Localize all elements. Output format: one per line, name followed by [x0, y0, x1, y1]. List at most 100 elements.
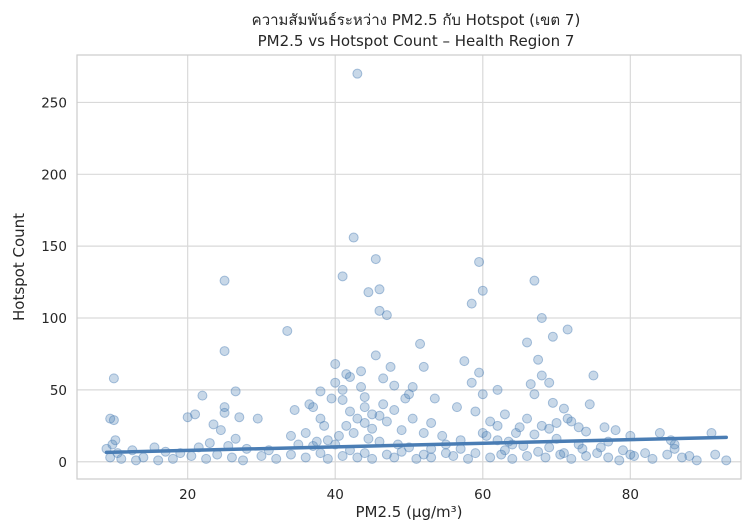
data-point [363, 287, 374, 298]
data-point [577, 443, 588, 454]
data-point [418, 449, 429, 460]
data-point [558, 403, 569, 414]
data-point [510, 428, 521, 439]
data-point [573, 422, 584, 433]
data-point [344, 371, 355, 382]
data-point [359, 448, 370, 459]
data-point [116, 453, 127, 464]
data-point [285, 449, 296, 460]
data-point [138, 452, 149, 463]
data-point [492, 384, 503, 395]
data-point [319, 420, 330, 431]
data-point [477, 285, 488, 296]
data-point [330, 377, 341, 388]
data-point [647, 453, 658, 464]
data-point [234, 412, 245, 423]
data-point [400, 393, 411, 404]
data-point [499, 445, 510, 456]
data-point [459, 356, 470, 367]
y-tick-label: 200 [41, 167, 67, 183]
data-point [540, 452, 551, 463]
data-point [304, 399, 315, 410]
x-tick-labels: 20 40 60 80 [179, 487, 639, 503]
data-point [341, 369, 352, 380]
data-point [477, 428, 488, 439]
data-point [451, 402, 462, 413]
data-point [474, 367, 485, 378]
data-point [477, 389, 488, 400]
x-tick-label: 40 [327, 487, 344, 503]
data-point [197, 390, 208, 401]
data-point [108, 373, 119, 384]
data-point [389, 405, 400, 416]
data-point [529, 429, 540, 440]
data-point [322, 453, 333, 464]
data-point [219, 407, 230, 418]
data-point [219, 402, 230, 413]
data-point [367, 409, 378, 420]
data-point [337, 271, 348, 282]
data-point [238, 455, 248, 466]
x-tick-label: 20 [179, 487, 196, 503]
data-point [215, 425, 226, 436]
data-point [367, 423, 378, 434]
data-point [407, 382, 418, 393]
data-point [440, 448, 451, 459]
data-point [219, 275, 230, 286]
data-point [356, 366, 367, 377]
data-point [110, 435, 121, 446]
data-point [356, 382, 367, 393]
data-point [669, 439, 680, 450]
data-point [359, 392, 370, 403]
data-points [101, 68, 732, 466]
data-point [584, 399, 595, 410]
data-point [654, 428, 665, 439]
data-point [533, 354, 544, 365]
data-point [337, 384, 348, 395]
data-point [348, 428, 359, 439]
data-point [603, 452, 614, 463]
data-point [691, 455, 702, 466]
x-axis-label: PM2.5 (µg/m³) [355, 503, 462, 521]
chart-subtitle: PM2.5 vs Hotspot Count – Health Region 7 [258, 32, 575, 50]
data-point [300, 428, 311, 439]
y-tick-label: 50 [50, 383, 67, 399]
x-tick-label: 80 [622, 487, 639, 503]
data-point [507, 453, 518, 464]
data-point [710, 449, 721, 460]
data-point [455, 443, 466, 454]
data-point [407, 413, 418, 424]
data-point [533, 446, 544, 457]
data-point [182, 412, 193, 423]
data-point [536, 420, 547, 431]
data-point [381, 416, 392, 427]
data-point [374, 305, 385, 316]
data-point [107, 439, 118, 450]
data-point [551, 417, 562, 428]
data-point [547, 397, 558, 408]
data-point [330, 359, 341, 370]
data-point [315, 386, 326, 397]
data-point [721, 455, 732, 466]
data-point [522, 451, 533, 462]
data-point [415, 338, 426, 349]
data-point [389, 380, 400, 391]
y-axis-label: Hotspot Count [10, 213, 28, 321]
data-point [256, 451, 267, 462]
data-point [344, 406, 355, 417]
data-point [370, 350, 381, 361]
data-point [544, 423, 555, 434]
data-point [595, 442, 606, 453]
data-point [131, 455, 142, 466]
data-point [396, 446, 407, 457]
data-point [300, 452, 311, 463]
data-point [499, 409, 510, 420]
data-point [485, 452, 496, 463]
data-point [378, 373, 389, 384]
data-point [352, 68, 363, 79]
data-point [470, 406, 481, 417]
data-point [418, 361, 429, 372]
data-point [599, 422, 610, 433]
data-point [252, 413, 263, 424]
